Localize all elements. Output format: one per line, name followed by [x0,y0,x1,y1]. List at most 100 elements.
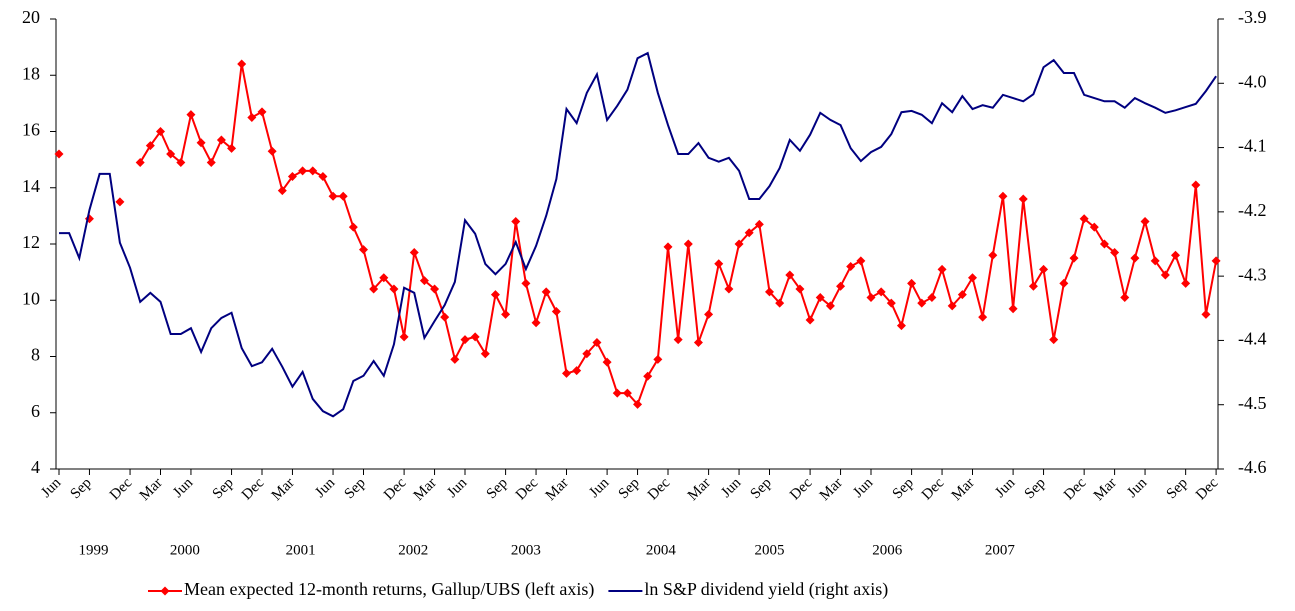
data-point [308,166,318,176]
y-tick-label: 6 [31,401,40,421]
data-point [115,197,125,207]
data-point [876,287,886,297]
y2-tick-label: -4.3 [1238,264,1267,284]
x-tick-label: Jun [444,475,470,501]
year-label: 2000 [170,542,200,558]
x-tick-label: Dec [1193,475,1222,504]
data-point [1089,222,1099,232]
x-tick-label: Mar [137,475,166,504]
data-point [714,259,724,269]
y-tick-label: 14 [22,176,40,196]
data-point [470,332,480,342]
data-point [338,191,348,201]
data-point [612,388,622,398]
year-label: 1999 [79,542,109,558]
data-point [196,138,206,148]
data-point [1181,278,1191,288]
data-point [765,287,774,297]
data-point [1039,264,1049,274]
x-tick-label: Sep [748,475,775,502]
data-point [1028,281,1038,291]
x-tick-label: Mar [543,475,572,504]
data-point [1191,180,1201,190]
y2-tick-label: -4.0 [1238,71,1267,91]
data-point [775,298,785,308]
data-point [490,290,500,300]
data-point [653,354,663,364]
data-point [1171,250,1180,260]
year-label: 2006 [872,542,903,558]
data-point [562,368,571,378]
data-point [1150,256,1160,266]
data-point [348,222,358,232]
data-point [176,157,186,167]
year-label: 2004 [646,542,677,558]
x-tick-label: Sep [210,475,237,502]
data-point [795,284,805,294]
data-point [419,276,429,286]
y2-tick-label: -4.2 [1238,200,1267,220]
data-point [551,307,561,316]
data-point [247,112,257,122]
x-tick-label: Sep [342,475,369,502]
data-point [1140,217,1150,226]
y-tick-label: 10 [22,288,40,308]
data-point [866,292,876,302]
data-point [1110,247,1120,257]
data-point [947,301,957,311]
x-tick-label: Mar [1091,475,1120,504]
x-tick-label: Sep [890,475,917,502]
x-tick-label: Mar [411,475,440,504]
data-point [785,270,795,280]
data-point [917,298,927,308]
y2-tick-label: -3.9 [1238,7,1267,27]
y-tick-label: 12 [22,232,40,252]
data-point [836,281,846,291]
data-point [257,107,267,117]
data-point [379,273,389,283]
data-point [145,141,155,151]
data-point [440,312,450,322]
data-point [156,127,165,136]
legend-marker [160,586,170,596]
series-line [59,51,1217,418]
data-point [399,332,409,342]
year-label: 2003 [511,542,541,558]
data-point [206,157,216,167]
legend-label: ln S&P dividend yield (right axis) [644,579,888,600]
x-tick-label: Jun [1124,475,1150,501]
data-point [450,354,460,364]
data-point [1069,253,1079,263]
data-point [541,287,551,297]
year-label: 2005 [755,542,785,558]
data-point [318,172,328,181]
data-point [1160,270,1170,280]
data-point [166,149,176,159]
x-tick-label: Dec [1061,475,1090,504]
data-point [825,301,835,311]
x-tick-label: Jun [718,475,744,501]
data-point [815,292,825,302]
data-point [592,337,602,347]
data-point [135,157,145,167]
data-point [186,110,196,120]
x-tick-label: Dec [645,475,674,504]
x-tick-label: Jun [586,475,612,501]
data-point [622,388,632,398]
data-point [430,284,440,294]
data-point [937,264,947,274]
y2-tick-label: -4.1 [1238,136,1267,156]
y-tick-label: 20 [22,7,40,27]
data-point [359,245,368,255]
y2-tick-label: -4.5 [1238,393,1267,413]
data-point [287,172,297,181]
x-tick-label: Sep [67,475,94,502]
data-point [988,250,998,260]
data-point [693,337,703,347]
x-tick-label: Dec [919,475,948,504]
x-tick-label: Jun [850,475,876,501]
y2-tick-label: -4.4 [1238,329,1267,349]
y-tick-label: 18 [22,63,40,83]
data-point [1049,335,1059,345]
data-point [298,166,308,176]
